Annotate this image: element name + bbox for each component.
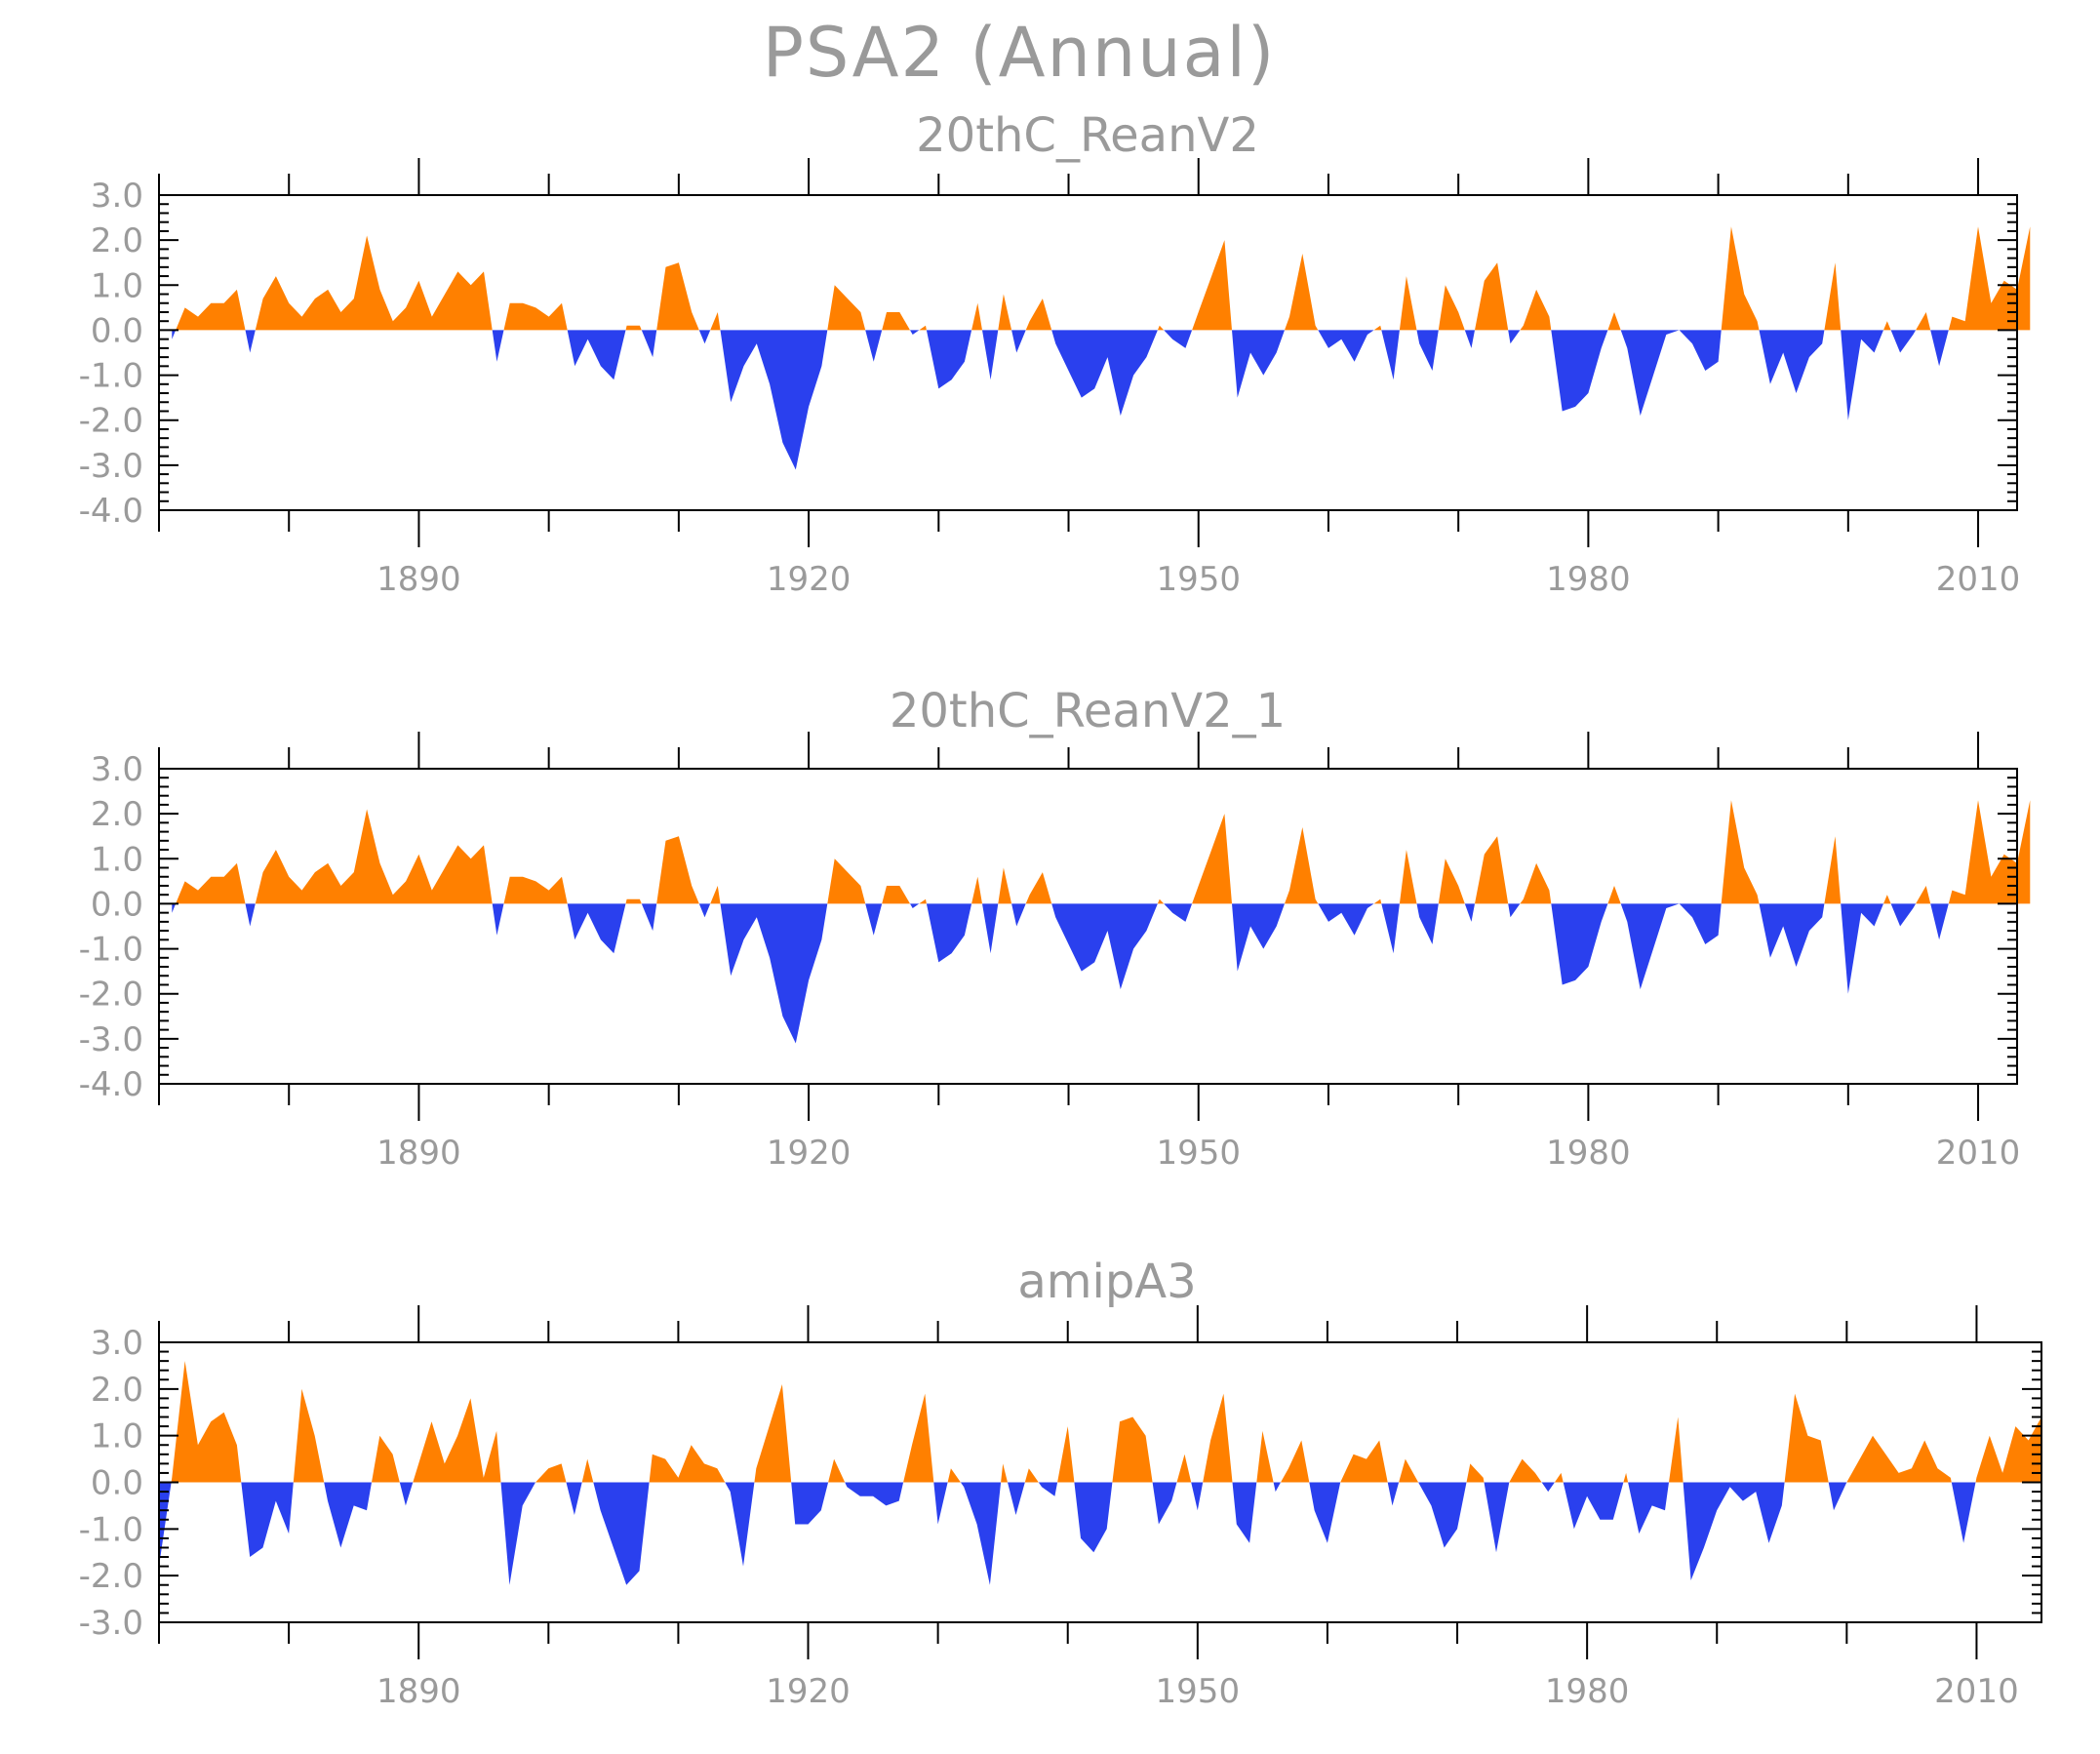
y-tick-label: -3.0	[79, 447, 143, 486]
y-tick-label: 1.0	[91, 266, 143, 305]
y-tick-label: 3.0	[91, 1324, 143, 1363]
y-tick-label: -3.0	[79, 1604, 143, 1643]
x-tick-label: 1890	[376, 1672, 461, 1711]
negative-anomaly-area	[172, 330, 1949, 470]
panel-title: amipA3	[1017, 1255, 1196, 1309]
x-tick-label: 1980	[1546, 560, 1631, 599]
y-tick-label: 1.0	[91, 840, 143, 879]
positive-anomaly-area	[176, 226, 2031, 331]
positive-anomaly-area	[176, 800, 2031, 904]
y-tick-label: -2.0	[79, 976, 143, 1015]
y-tick-label: 0.0	[91, 885, 143, 924]
figure-title: PSA2 (Annual)	[763, 13, 1277, 93]
x-tick-label: 1920	[767, 1134, 852, 1173]
panel-20thc-reanv2-1: 20thC_ReanV2_1 3.0 2.0 1.0 0.0 -1.0 -2.0 -3.0 -…	[79, 684, 2031, 1173]
negative-anomaly-area	[159, 1482, 1976, 1585]
y-tick-label: 0.0	[91, 1464, 143, 1503]
y-tick-label: -1.0	[79, 357, 143, 396]
panel-amipa3: amipA3 3.0 2.0 1.0 0.0 -1.0 -2.0 -3.0 1890 1920 1…	[79, 1255, 2042, 1711]
y-tick-label: 3.0	[91, 750, 143, 789]
y-tick-label: -4.0	[79, 1065, 143, 1104]
y-tick-label: 0.0	[91, 311, 143, 350]
x-tick-label: 2010	[1936, 1134, 2021, 1173]
y-ticks	[159, 1341, 2041, 1623]
positive-anomaly-area	[171, 1361, 2042, 1483]
x-tick-label: 1890	[376, 560, 461, 599]
x-tick-label: 1920	[766, 1672, 851, 1711]
y-tick-label: -2.0	[79, 1557, 143, 1596]
plot-frame	[158, 194, 2018, 511]
panel-title: 20thC_ReanV2_1	[890, 684, 1286, 738]
x-tick-label: 1950	[1156, 560, 1241, 599]
y-tick-label: -3.0	[79, 1020, 143, 1059]
y-tick-label: -1.0	[79, 931, 143, 970]
x-tick-label: 1920	[767, 560, 852, 599]
x-tick-label: 1980	[1545, 1672, 1630, 1711]
x-tick-label: 1950	[1156, 1134, 1241, 1173]
x-ticks	[158, 732, 1980, 1121]
y-tick-label: -4.0	[79, 492, 143, 531]
y-tick-label: 1.0	[91, 1417, 143, 1456]
y-tick-label: -2.0	[79, 402, 143, 441]
x-tick-label: 2010	[1934, 1672, 2019, 1711]
x-tick-label: 1950	[1156, 1672, 1241, 1711]
plot-frame	[158, 768, 2018, 1085]
x-ticks	[158, 158, 1980, 547]
y-ticks	[159, 194, 2017, 511]
x-tick-label: 1890	[376, 1134, 461, 1173]
y-tick-label: 2.0	[91, 221, 143, 260]
y-ticks	[159, 768, 2017, 1085]
x-ticks	[158, 1305, 1978, 1659]
panel-20thc-reanv2: 20thC_ReanV2 3.0 2.0 1.0 0.0 -1.0 -2.0 -3.0 -4.…	[79, 108, 2031, 599]
negative-anomaly-area	[172, 903, 1949, 1044]
x-tick-label: 1980	[1546, 1134, 1631, 1173]
panel-title: 20thC_ReanV2	[916, 108, 1259, 163]
y-tick-label: 2.0	[91, 1371, 143, 1410]
y-tick-label: -1.0	[79, 1510, 143, 1549]
y-tick-label: 3.0	[91, 177, 143, 216]
x-tick-label: 2010	[1936, 560, 2021, 599]
y-tick-label: 2.0	[91, 795, 143, 834]
